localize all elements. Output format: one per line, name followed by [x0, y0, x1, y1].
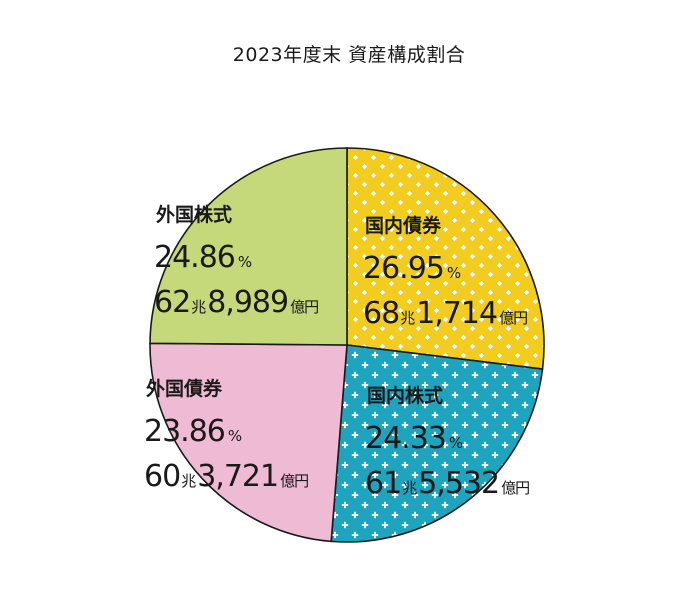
slice-name: 国内債券	[365, 214, 442, 237]
slice-amount: 62兆8,989 億円	[154, 285, 318, 320]
slice-label-4: 外国株式 24.86 % 62兆8,989 億円	[154, 203, 319, 320]
pie-slice-2	[330, 344, 544, 543]
slice-amount: 61兆5,532 億円	[365, 466, 529, 501]
slice-name: 外国債券	[146, 377, 223, 400]
chart-title: 2023年度末 資産構成割合	[232, 44, 466, 66]
pie-slice-3	[149, 342, 348, 543]
slice-label-3: 外国債券 23.86 % 60兆3,721 億円	[144, 377, 309, 494]
slice-amount: 60兆3,721 億円	[144, 459, 308, 494]
slice-name: 国内株式	[367, 384, 443, 407]
slice-label-2: 国内株式 24.33 % 61兆5,532 億円	[365, 384, 530, 501]
slice-label-1: 国内債券 26.95 % 68兆1,714 億円	[363, 214, 528, 331]
pie-slice-1	[346, 147, 545, 370]
slice-percent: 23.86%	[144, 414, 242, 449]
slices-layer	[149, 147, 545, 543]
slice-percent: 26.95%	[363, 251, 461, 286]
pie-slice-4	[149, 147, 348, 346]
slice-percent: 24.86%	[154, 240, 252, 275]
slice-percent: 24.33%	[365, 421, 463, 456]
slice-amount: 68兆1,714 億円	[363, 296, 527, 331]
slice-name: 外国株式	[156, 203, 232, 226]
